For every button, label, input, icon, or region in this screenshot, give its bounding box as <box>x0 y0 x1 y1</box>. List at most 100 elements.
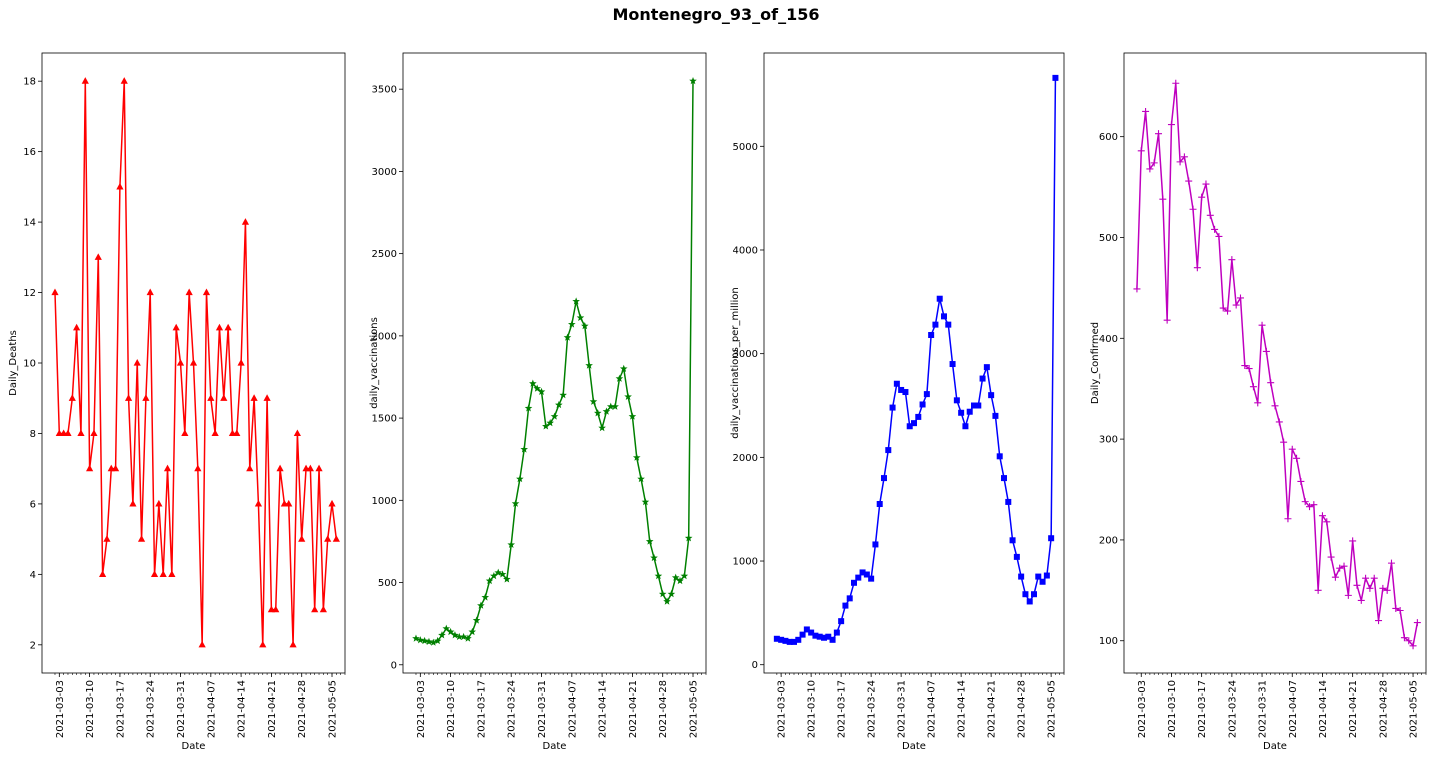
data-point <box>485 576 494 585</box>
data-point <box>1009 537 1016 544</box>
data-point <box>1185 177 1193 185</box>
x-tick-label: 2021-03-17 <box>476 680 487 738</box>
data-point <box>962 423 969 430</box>
data-point <box>1284 515 1292 523</box>
data-point <box>671 573 680 581</box>
data-point <box>77 429 85 437</box>
data-point <box>324 535 332 542</box>
y-tick-label: 3000 <box>372 167 397 178</box>
data-point <box>1176 158 1184 166</box>
data-point <box>459 632 468 641</box>
data-point <box>146 288 154 296</box>
data-point <box>86 464 94 472</box>
data-point <box>624 392 632 400</box>
data-point <box>133 359 141 366</box>
x-tick-label: 2021-04-14 <box>598 680 609 738</box>
x-tick-label: 2021-03-17 <box>115 680 126 738</box>
y-tick-label: 500 <box>378 578 397 589</box>
data-point <box>1344 591 1352 599</box>
data-point <box>919 401 926 408</box>
data-point <box>99 570 107 577</box>
data-point <box>650 553 658 562</box>
data-point <box>259 640 267 648</box>
y-tick-label: 10 <box>23 359 36 370</box>
data-point <box>906 423 913 430</box>
data-point <box>412 634 420 642</box>
data-point <box>563 333 572 341</box>
data-point <box>953 397 960 404</box>
data-point <box>172 323 180 331</box>
data-point <box>542 422 550 430</box>
y-tick-label: 2000 <box>733 453 758 464</box>
data-point <box>663 597 671 605</box>
data-point <box>1232 301 1240 309</box>
data-point <box>941 313 947 320</box>
data-point <box>782 637 789 644</box>
data-point <box>1323 518 1331 526</box>
y-tick-label: 6 <box>30 499 36 510</box>
data-point <box>1271 402 1279 410</box>
x-tick-label: 2021-04-21 <box>987 680 998 738</box>
data-point <box>846 595 853 602</box>
data-point <box>1001 475 1007 482</box>
data-point <box>237 359 245 366</box>
data-point <box>81 77 89 84</box>
data-point <box>821 634 827 641</box>
data-point <box>902 389 909 396</box>
data-point <box>285 499 293 507</box>
data-point <box>233 429 241 437</box>
data-point <box>1383 586 1391 594</box>
data-point <box>1288 445 1296 453</box>
data-point <box>1331 573 1339 581</box>
data-point <box>1215 232 1223 240</box>
data-point <box>637 474 645 483</box>
data-point <box>468 627 477 636</box>
data-point <box>1357 596 1365 604</box>
data-point <box>1022 591 1029 598</box>
data-point <box>645 537 654 545</box>
data-point <box>1392 604 1400 612</box>
data-point <box>898 386 905 393</box>
y-tick-label: 200 <box>1099 535 1118 546</box>
data-point <box>585 361 593 369</box>
x-tick-label: 2021-04-07 <box>927 680 938 738</box>
data-point <box>51 288 59 296</box>
data-point <box>494 568 503 576</box>
data-point <box>555 400 563 409</box>
data-point <box>64 429 72 437</box>
data-point <box>298 535 306 542</box>
y-axis-label: daily_vaccinations <box>369 317 380 409</box>
data-point <box>829 636 836 643</box>
data-point <box>211 429 219 437</box>
x-tick-label: 2021-03-03 <box>777 680 788 738</box>
y-tick-label: 0 <box>752 660 758 671</box>
data-point <box>868 575 875 582</box>
data-point <box>1211 225 1219 233</box>
data-point <box>220 394 228 401</box>
data-point <box>207 394 215 401</box>
data-point <box>507 540 516 548</box>
data-point <box>425 637 433 645</box>
y-tick-label: 600 <box>1099 132 1118 143</box>
data-point <box>803 626 810 633</box>
axes-frame <box>402 52 707 674</box>
data-point <box>319 605 327 613</box>
data-point <box>455 632 464 641</box>
data-point <box>181 429 189 437</box>
x-tick-label: 2021-04-21 <box>628 680 639 738</box>
data-point <box>812 632 819 639</box>
data-point <box>224 323 232 331</box>
data-point <box>254 499 263 507</box>
data-point <box>1301 498 1309 506</box>
data-point <box>808 629 815 636</box>
data-point <box>559 391 567 399</box>
data-point <box>185 288 193 296</box>
data-point <box>1379 584 1387 592</box>
data-point <box>911 420 917 427</box>
y-tick-label: 1000 <box>733 557 758 568</box>
data-point <box>1026 598 1033 605</box>
x-tick-label: 2021-03-31 <box>537 680 548 738</box>
data-point <box>816 633 823 640</box>
y-tick-label: 2500 <box>372 249 397 260</box>
data-point <box>429 638 438 646</box>
